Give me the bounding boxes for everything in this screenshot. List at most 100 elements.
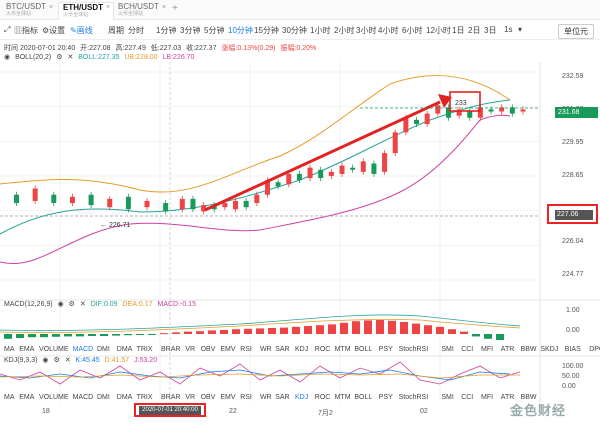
tab-eth-close-icon[interactable]: × [106, 4, 111, 11]
tab-bch-close-icon[interactable]: × [162, 4, 167, 11]
indicator-option[interactable]: SAR [275, 346, 290, 353]
tab-eth-usdt[interactable]: ETH/USDT 火币全球站 [58, 2, 114, 20]
indicator-option[interactable]: VR [185, 346, 196, 353]
indicator-option[interactable]: TRIX [136, 394, 153, 401]
period-5m[interactable]: 5分钟 [204, 26, 225, 35]
tab-bch-usdt[interactable]: BCH/USDT 火币全球站 [114, 2, 170, 20]
indicator-option[interactable]: SMI [441, 394, 454, 401]
boll-upper-line [0, 75, 511, 193]
indicator-option[interactable]: MA [4, 394, 15, 401]
tab-btc-close-icon[interactable]: × [49, 4, 54, 11]
indicator-option[interactable]: WR [260, 394, 272, 401]
period-6h[interactable]: 6小时 [402, 26, 423, 35]
indicator-option[interactable]: BOLL [354, 394, 373, 401]
indicator-option[interactable]: BRAR [161, 346, 181, 353]
indicator-option[interactable]: MFI [481, 346, 494, 353]
chart-canvas[interactable]: 1.00 0.00 100.00 50.00 0.00 233 ← 226.71 232… [0, 62, 600, 408]
indicator-option[interactable]: DMI [97, 394, 110, 401]
indicator-option[interactable]: EMV [220, 394, 236, 401]
add-tab-icon[interactable]: + [172, 3, 178, 14]
kdj-eye-icon[interactable]: ◉ [42, 357, 49, 364]
indicator-option[interactable]: VOLUME [39, 394, 69, 401]
candle-body [467, 111, 473, 118]
tab-btc-usdt[interactable]: BTC/USDT 火币全球站 [2, 2, 58, 20]
fullscreen-icon[interactable]: ⤢ [4, 25, 11, 34]
indicator-option[interactable]: BOLL [354, 346, 373, 353]
candle-body [222, 203, 228, 208]
indicator-option[interactable]: SKDJ [540, 346, 559, 353]
macd-bar [352, 321, 360, 334]
indicator-button[interactable]: ▥指标 [14, 25, 38, 36]
indicator-option[interactable]: DMI [97, 346, 110, 353]
kdj-close-icon[interactable]: ✕ [64, 357, 71, 364]
close-icon[interactable]: ✕ [67, 54, 74, 61]
tab-bch-exchange: 火币全球站 [118, 11, 144, 17]
indicator-option[interactable]: ATR [500, 346, 515, 353]
macd-settings-icon[interactable]: ⚙ [68, 301, 75, 308]
period-30m[interactable]: 30分钟 [282, 26, 307, 35]
indicator-option[interactable]: TRIX [136, 346, 153, 353]
kdj-settings-icon[interactable]: ⚙ [53, 357, 60, 364]
indicator-option[interactable]: CCI [461, 346, 474, 353]
period-2d[interactable]: 2日 [468, 26, 481, 35]
indicator-option[interactable]: SAR [275, 394, 290, 401]
period-3m[interactable]: 3分钟 [180, 26, 201, 35]
candle-body [435, 105, 441, 114]
indicator-option[interactable]: MTM [334, 394, 351, 401]
indicator-option[interactable]: KDJ [295, 394, 309, 401]
indicator-option[interactable]: RSI [240, 394, 252, 401]
indicator-option[interactable]: BIAS [564, 346, 581, 353]
indicator-option[interactable]: MACD [72, 394, 94, 401]
indicator-option[interactable]: RSI [240, 346, 252, 353]
period-1d[interactable]: 1日 [452, 26, 465, 35]
period-10m[interactable]: 10分钟 [228, 26, 253, 35]
settings-icon[interactable]: ⚙ [56, 54, 63, 61]
indicator-option[interactable]: MTM [334, 346, 351, 353]
indicator-option[interactable]: BRAR [161, 394, 181, 401]
indicator-option[interactable]: BBW [520, 346, 537, 353]
indicator-option[interactable]: ATR [500, 394, 515, 401]
period-1s[interactable]: 1s [504, 25, 513, 34]
settings-button[interactable]: ⚙设置 [42, 25, 65, 36]
indicator-option[interactable]: MACD [72, 346, 94, 353]
indicator-option[interactable]: MFI [481, 394, 494, 401]
macd-eye-icon[interactable]: ◉ [57, 301, 64, 308]
period-3h[interactable]: 3小时 [356, 26, 377, 35]
eye-icon[interactable]: ◉ [4, 54, 11, 61]
indicator-option[interactable]: DPO [589, 346, 600, 353]
period-2h[interactable]: 2小时 [334, 26, 355, 35]
period-15m[interactable]: 15分钟 [254, 26, 279, 35]
indicator-option[interactable]: OBV [200, 346, 216, 353]
currency-select[interactable]: 单位元 [558, 24, 594, 39]
candle-body [296, 173, 302, 181]
indicator-option[interactable]: KDJ [295, 346, 309, 353]
indicator-option[interactable]: VOLUME [39, 346, 69, 353]
draw-button[interactable]: ✎画线 [70, 25, 93, 36]
indicator-option[interactable]: MA [4, 346, 15, 353]
indicator-option[interactable]: CCI [461, 394, 474, 401]
indicator-option[interactable]: SMI [441, 346, 454, 353]
indicator-option[interactable]: DMA [116, 346, 133, 353]
period-1m[interactable]: 1分钟 [156, 26, 177, 35]
indicator-option[interactable]: PSY [378, 394, 393, 401]
indicator-option[interactable]: WR [260, 346, 272, 353]
period-1h[interactable]: 1小时 [310, 26, 331, 35]
indicator-option[interactable]: BBW [520, 394, 537, 401]
indicator-option[interactable]: ROC [314, 394, 331, 401]
indicator-option[interactable]: ROC [314, 346, 331, 353]
indicator-option[interactable]: EMV [220, 346, 236, 353]
indicator-option[interactable]: DMA [116, 394, 133, 401]
indicator-option[interactable]: EMA [19, 394, 35, 401]
indicator-option[interactable]: OBV [200, 394, 216, 401]
period-12h[interactable]: 12小时 [426, 26, 451, 35]
indicator-option[interactable]: VR [185, 394, 196, 401]
period-dropdown-icon[interactable]: ▾ [518, 25, 523, 34]
period-4h[interactable]: 4小时 [378, 26, 399, 35]
indicator-option[interactable]: StochRSI [398, 346, 429, 353]
indicator-option[interactable]: PSY [378, 346, 393, 353]
indicator-option[interactable]: StochRSI [398, 394, 429, 401]
period-timeline[interactable]: 分时 [128, 26, 144, 35]
macd-close-icon[interactable]: ✕ [79, 301, 86, 308]
indicator-option[interactable]: EMA [19, 346, 35, 353]
period-3d[interactable]: 3日 [484, 26, 497, 35]
